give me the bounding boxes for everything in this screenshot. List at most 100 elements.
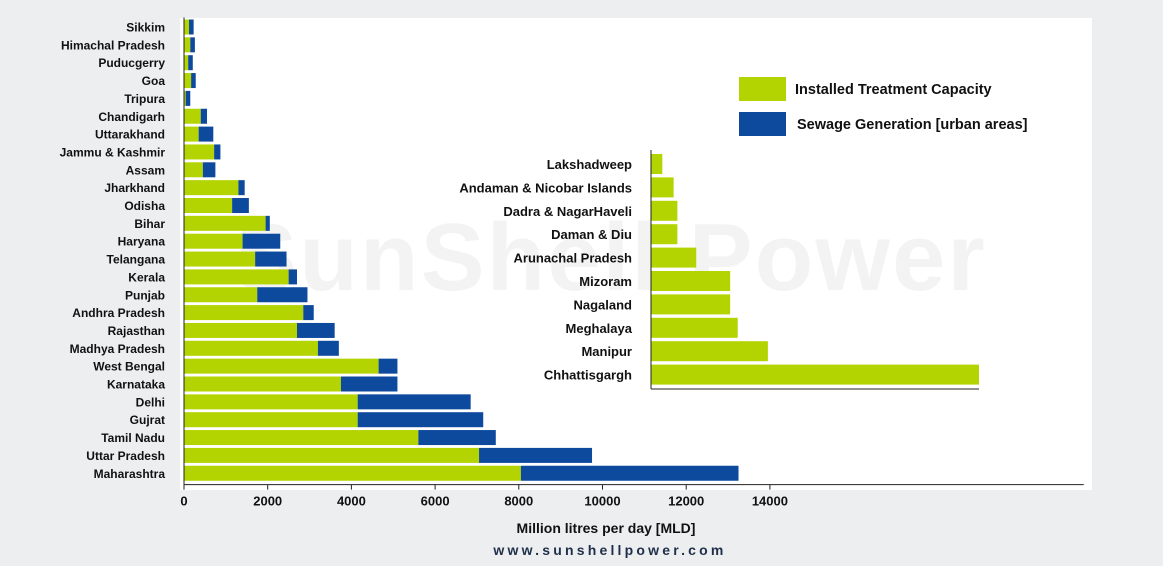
bar-sewage-madhya-pradesh bbox=[317, 340, 339, 356]
inset-label-nagaland: Nagaland bbox=[573, 297, 632, 312]
bar-installed-maharashtra bbox=[184, 465, 521, 481]
category-label-bihar: Bihar bbox=[134, 217, 165, 231]
bar-sewage-sikkim bbox=[189, 19, 194, 35]
category-label-tripura: Tripura bbox=[124, 92, 165, 106]
x-tick-label-0: 0 bbox=[180, 494, 187, 509]
bar-installed-odisha bbox=[184, 198, 233, 213]
legend-label-installed: Installed Treatment Capacity bbox=[795, 82, 992, 98]
main-category-labels: Sikkim Himachal Pradesh Puducgerry Goa Tripu… bbox=[60, 21, 166, 481]
bar-sewage-jammu-kashmir bbox=[214, 144, 221, 160]
watermark-text: SunShell Power bbox=[233, 204, 986, 311]
bar-sewage-puducgerry bbox=[188, 55, 193, 71]
bar-sewage-chandigarh bbox=[200, 108, 208, 124]
bar-sewage-karnataka bbox=[340, 376, 398, 392]
category-label-telangana: Telangana bbox=[107, 253, 166, 267]
plot-panel bbox=[180, 18, 1092, 490]
bar-installed-west-bengal bbox=[184, 358, 379, 374]
category-label-haryana: Haryana bbox=[118, 235, 166, 249]
bar-sewage-west-bengal bbox=[378, 358, 398, 374]
inset-label-manipur: Manipur bbox=[581, 344, 632, 359]
inset-bar-lakshadweep bbox=[651, 154, 663, 174]
bar-sewage-delhi bbox=[357, 394, 471, 410]
bar-installed-kerala bbox=[184, 269, 289, 285]
inset-label-dadra-nagarhaveli: Dadra & NagarHaveli bbox=[503, 204, 632, 219]
category-label-puducgerry: Puducgerry bbox=[98, 56, 165, 70]
bar-installed-uttar-pradesh bbox=[184, 447, 480, 463]
bar-installed-telangana bbox=[184, 251, 256, 267]
legend-swatch-sewage bbox=[739, 112, 786, 136]
x-tick-label-12000: 12000 bbox=[668, 494, 704, 509]
category-label-kerala: Kerala bbox=[128, 270, 165, 284]
category-label-karnataka: Karnataka bbox=[107, 378, 165, 392]
bar-installed-sikkim bbox=[184, 19, 190, 35]
bar-installed-madhya-pradesh bbox=[184, 340, 318, 356]
legend: Installed Treatment Capacity Sewage Gene… bbox=[739, 77, 1028, 136]
inset-label-meghalaya: Meghalaya bbox=[566, 321, 633, 336]
inset-bar-chhattisgargh bbox=[651, 364, 979, 385]
category-label-jammu-kashmir: Jammu & Kashmir bbox=[60, 145, 166, 159]
inset-bar-daman-diu bbox=[651, 224, 678, 245]
bar-installed-gujrat bbox=[184, 412, 358, 428]
bar-installed-karnataka bbox=[184, 376, 341, 392]
category-label-uttarakhand: Uttarakhand bbox=[95, 128, 165, 142]
inset-label-daman-diu: Daman & Diu bbox=[551, 227, 632, 242]
bar-sewage-haryana bbox=[242, 233, 281, 249]
x-tick-label-4000: 4000 bbox=[337, 494, 366, 509]
inset-label-andaman-nicobar-islands: Andaman & Nicobar Islands bbox=[459, 180, 632, 195]
bar-installed-rajasthan bbox=[184, 322, 297, 338]
bar-installed-punjab bbox=[184, 287, 258, 303]
legend-swatch-installed bbox=[739, 77, 786, 101]
bar-sewage-rajasthan bbox=[296, 322, 335, 338]
website-url: www.sunshellpower.com bbox=[492, 542, 726, 558]
main-bars bbox=[184, 19, 739, 481]
x-axis-title: Million litres per day [MLD] bbox=[517, 520, 696, 536]
x-tick-label-2000: 2000 bbox=[253, 494, 282, 509]
category-label-goa: Goa bbox=[142, 74, 166, 88]
category-label-madhya-pradesh: Madhya Pradesh bbox=[70, 342, 165, 356]
bar-sewage-andhra-pradesh bbox=[303, 305, 314, 321]
inset-label-lakshadweep: Lakshadweep bbox=[547, 157, 632, 172]
category-label-andhra-pradesh: Andhra Pradesh bbox=[72, 306, 165, 320]
category-label-jharkhand: Jharkhand bbox=[104, 181, 165, 195]
bar-sewage-kerala bbox=[288, 269, 297, 285]
inset-label-mizoram: Mizoram bbox=[579, 274, 632, 289]
inset-label-arunachal-pradesh: Arunachal Pradesh bbox=[514, 251, 633, 266]
inset-label-chhattisgargh: Chhattisgargh bbox=[544, 368, 632, 383]
bar-installed-chandigarh bbox=[184, 108, 201, 124]
bar-sewage-uttar-pradesh bbox=[479, 447, 593, 463]
inset-bar-nagaland bbox=[651, 294, 731, 315]
category-label-uttar-pradesh: Uttar Pradesh bbox=[86, 449, 165, 463]
category-label-gujrat: Gujrat bbox=[130, 413, 165, 427]
bar-installed-bihar bbox=[184, 215, 266, 231]
bar-sewage-tamil-nadu bbox=[418, 430, 496, 446]
category-label-delhi: Delhi bbox=[136, 395, 165, 409]
bar-installed-assam bbox=[184, 162, 203, 178]
bar-installed-tripura bbox=[184, 90, 186, 106]
bar-installed-tamil-nadu bbox=[184, 430, 419, 446]
category-label-chandigarh: Chandigarh bbox=[98, 110, 165, 124]
category-label-rajasthan: Rajasthan bbox=[108, 324, 165, 338]
category-label-punjab: Punjab bbox=[125, 288, 165, 302]
category-label-assam: Assam bbox=[126, 163, 165, 177]
category-label-odisha: Odisha bbox=[124, 199, 165, 213]
inset-bar-arunachal-pradesh bbox=[651, 247, 697, 268]
bar-installed-uttarakhand bbox=[184, 126, 199, 142]
bar-sewage-jharkhand bbox=[238, 180, 245, 196]
bar-installed-andhra-pradesh bbox=[184, 305, 304, 321]
category-label-himachal-pradesh: Himachal Pradesh bbox=[61, 38, 165, 52]
category-label-west-bengal: West Bengal bbox=[93, 360, 165, 374]
inset-bar-meghalaya bbox=[651, 317, 738, 338]
bar-sewage-maharashtra bbox=[520, 465, 739, 481]
bar-sewage-goa bbox=[191, 73, 196, 89]
bar-installed-goa bbox=[184, 73, 192, 89]
bar-sewage-bihar bbox=[265, 215, 270, 231]
bar-sewage-tripura bbox=[185, 90, 191, 106]
bar-sewage-himachal-pradesh bbox=[190, 37, 195, 53]
bar-installed-himachal-pradesh bbox=[184, 37, 191, 53]
x-tick-label-8000: 8000 bbox=[504, 494, 533, 509]
bar-installed-jharkhand bbox=[184, 180, 239, 196]
bar-sewage-uttarakhand bbox=[198, 126, 214, 142]
bar-sewage-telangana bbox=[255, 251, 287, 267]
